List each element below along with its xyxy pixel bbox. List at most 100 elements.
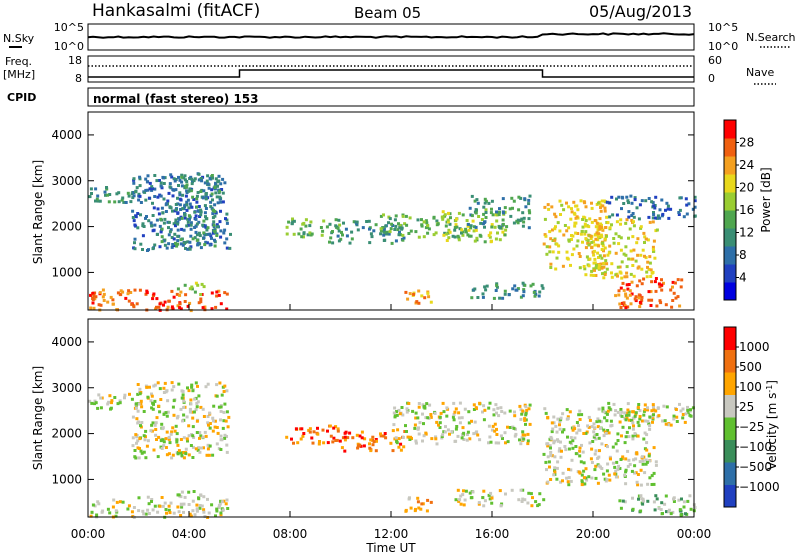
time-tick-label: 00:00 — [677, 527, 712, 541]
scatter-cell — [521, 211, 525, 215]
scatter-cell — [285, 435, 289, 439]
scatter-cell — [549, 453, 553, 457]
scatter-cell — [363, 437, 367, 441]
scatter-cell — [216, 431, 220, 435]
scatter-cell — [176, 222, 180, 226]
scatter-cell — [422, 220, 426, 224]
scatter-cell — [150, 188, 154, 192]
scatter-cell — [581, 225, 585, 229]
scatter-cell — [109, 406, 113, 410]
scatter-cell — [193, 290, 197, 294]
scatter-cell — [164, 446, 168, 449]
scatter-cell — [189, 398, 193, 402]
scatter-cell — [484, 288, 488, 292]
scatter-cell — [178, 203, 182, 207]
scatter-cell — [639, 468, 643, 472]
scatter-cell — [575, 204, 579, 208]
scatter-cell — [657, 506, 661, 510]
scatter-cell — [498, 489, 502, 493]
scatter-cell — [648, 220, 652, 224]
scatter-cell — [693, 195, 697, 199]
scatter-cell — [183, 216, 187, 220]
scatter-cell — [624, 468, 628, 472]
scatter-cell — [603, 271, 607, 275]
scatter-cell — [651, 201, 655, 205]
scatter-cell — [651, 245, 655, 249]
scatter-cell — [129, 200, 133, 204]
scatter-cell — [682, 215, 686, 219]
scatter-cell — [226, 507, 230, 510]
scatter-cell — [562, 208, 566, 212]
scatter-cell — [490, 223, 494, 227]
nsearch-tick-high: 10^5 — [708, 21, 738, 34]
scatter-cell — [185, 183, 189, 187]
scatter-cell — [170, 430, 174, 434]
scatter-cell — [641, 499, 645, 503]
scatter-cell — [136, 446, 140, 450]
scatter-cell — [605, 267, 609, 271]
scatter-cell — [603, 237, 607, 241]
scatter-cell — [146, 188, 150, 192]
scatter-cell — [343, 449, 347, 453]
scatter-cell — [590, 269, 594, 273]
scatter-cell — [686, 405, 689, 409]
scatter-cell — [588, 441, 592, 445]
scatter-cell — [630, 280, 634, 284]
scatter-cell — [443, 430, 447, 434]
colorbar-swatch — [724, 192, 736, 211]
scatter-cell — [133, 288, 137, 292]
scatter-cell — [527, 217, 531, 221]
scatter-cell — [578, 266, 582, 270]
scatter-cell — [142, 450, 146, 454]
scatter-cell — [132, 178, 136, 182]
scatter-cell — [355, 220, 359, 224]
scatter-cell — [624, 457, 628, 461]
scatter-cell — [97, 393, 101, 397]
scatter-cell — [322, 219, 326, 223]
scatter-cell — [512, 199, 516, 203]
scatter-cell — [172, 222, 176, 226]
scatter-cell — [106, 507, 110, 511]
scatter-cell — [88, 195, 92, 199]
scatter-cell — [641, 459, 645, 463]
scatter-cell — [222, 410, 226, 414]
scatter-cell — [133, 449, 137, 452]
scatter-cell — [224, 217, 227, 221]
scatter-cell — [183, 240, 187, 244]
scatter-cell — [184, 293, 188, 297]
scatter-cell — [166, 399, 170, 403]
scatter-cell — [570, 458, 574, 462]
scatter-cell — [103, 190, 107, 194]
scatter-cell — [512, 426, 516, 430]
scatter-cell — [545, 468, 548, 472]
scatter-cell — [167, 508, 171, 512]
scatter-cell — [182, 456, 186, 460]
scatter-cell — [418, 421, 422, 425]
scatter-cell — [176, 220, 180, 224]
scatter-cell — [471, 219, 475, 223]
scatter-cell — [619, 458, 623, 461]
scatter-cell — [93, 504, 97, 508]
scatter-cell — [501, 437, 504, 440]
scatter-cell — [590, 447, 594, 451]
scatter-cell — [123, 396, 126, 400]
time-axis-label: Time UT — [365, 541, 416, 554]
scatter-cell — [644, 462, 648, 466]
scatter-cell — [141, 234, 145, 238]
scatter-cell — [189, 309, 193, 313]
scatter-cell — [127, 299, 131, 303]
scatter-cell — [460, 231, 463, 235]
scatter-cell — [216, 201, 220, 205]
scatter-cell — [645, 460, 649, 464]
range-tick-label: 1000 — [51, 265, 82, 279]
scatter-cell — [592, 422, 596, 426]
scatter-cell — [183, 174, 187, 178]
scatter-cell — [350, 237, 354, 241]
scatter-cell — [189, 444, 193, 447]
scatter-cell — [646, 499, 650, 503]
scatter-cell — [620, 276, 624, 280]
scatter-cell — [178, 306, 182, 310]
scatter-cell — [549, 446, 552, 450]
scatter-cell — [626, 402, 630, 406]
scatter-cell — [626, 449, 630, 453]
